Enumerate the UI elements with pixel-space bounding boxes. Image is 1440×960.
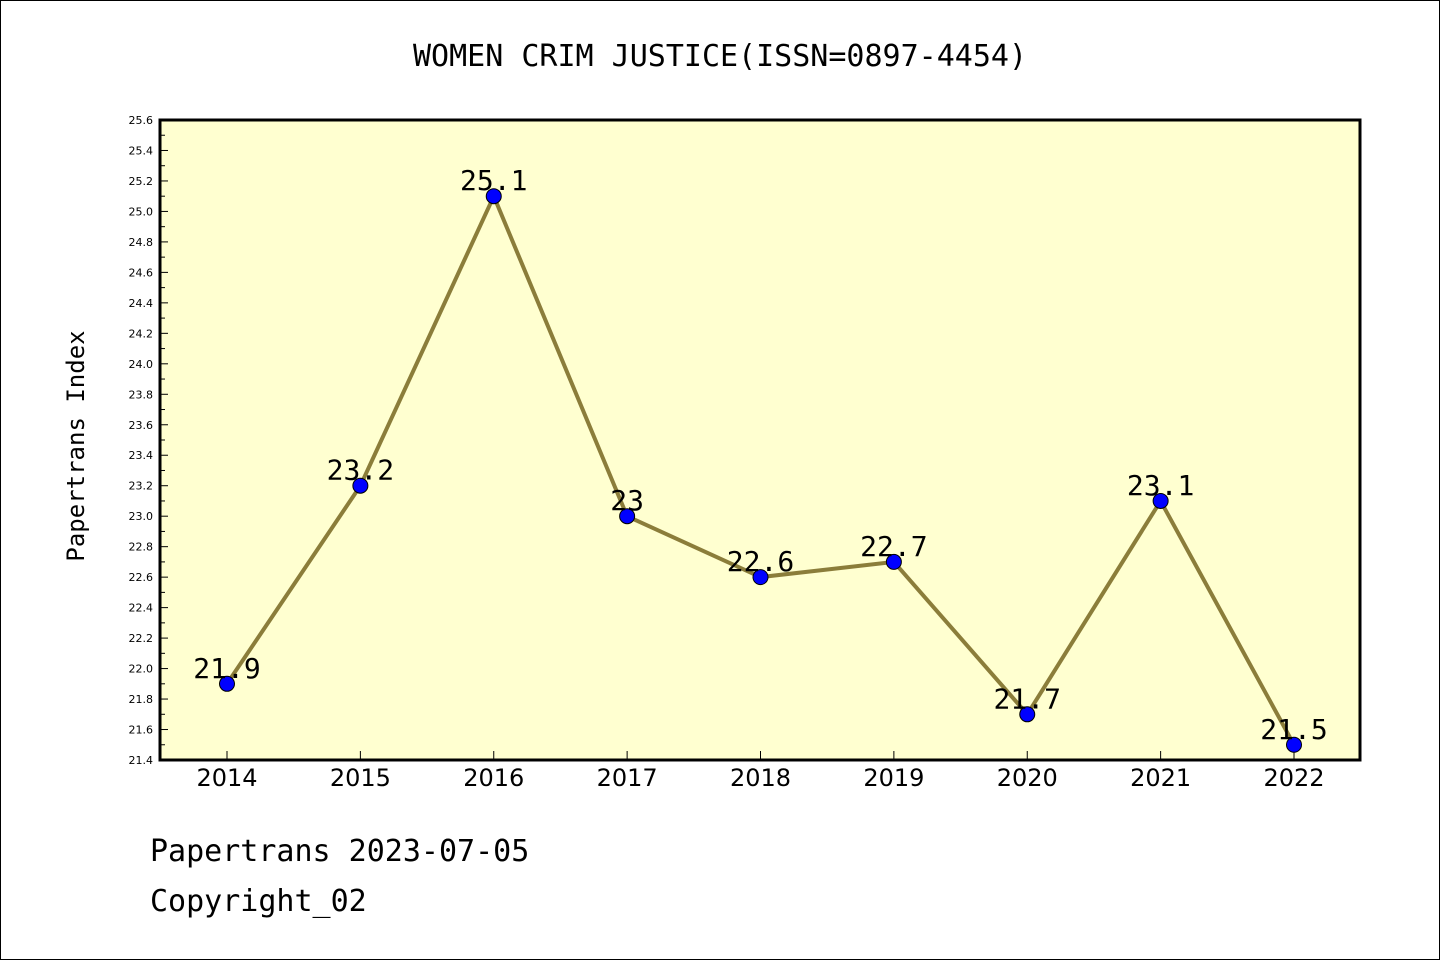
y-tick-label: 24.4 [129,297,154,310]
data-point [885,553,902,570]
x-tick-label: 2021 [1130,764,1191,792]
data-point [1286,736,1302,753]
y-tick-label: 24.8 [129,236,154,249]
data-label: 21.9 [193,652,260,685]
footer-date: Papertrans 2023-07-05 [150,834,530,869]
x-tick-label: 2020 [997,764,1058,792]
y-tick-label: 23.6 [129,419,154,432]
x-axis: 2014 2015 2016 2017 2018 2019 2020 2021 2022 [196,751,1325,792]
y-tick-label: 22.0 [129,663,154,676]
data-point [1019,706,1036,723]
footer-copyright: Copyright_02 [150,884,367,919]
data-point [352,477,369,494]
y-axis: 21.4 21.6 21.8 22.0 22.2 22.4 22.6 22.8 23.0 23.2… [129,114,168,767]
y-tick-label: 23.4 [129,449,154,462]
y-axis-label: Papertrans Index [62,330,90,561]
x-tick-label: 2022 [1263,764,1324,792]
data-label: 22.6 [727,545,794,578]
data-label: 22.7 [860,530,927,563]
y-tick-label: 22.6 [129,571,154,584]
plot-area [158,118,1362,762]
data-point [485,188,502,205]
data-point [1152,492,1169,509]
y-tick-label: 22.2 [129,632,154,645]
data-label: 21.5 [1260,713,1327,746]
data-point [619,508,636,525]
x-tick-label: 2015 [330,764,391,792]
y-tick-label: 24.6 [129,266,154,279]
data-labels: 21.9 23.2 25.1 23 22.6 22.7 21.7 23.1 21.5 [193,164,1327,746]
data-label: 25.1 [460,164,527,197]
data-point [219,675,235,692]
y-tick-label: 22.4 [129,602,154,615]
data-label: 23 [610,484,644,517]
data-label: 23.1 [1127,469,1194,502]
y-tick-label: 23.8 [129,388,154,401]
data-points [219,188,1302,753]
y-tick-label: 25.0 [129,205,154,218]
x-tick-label: 2016 [463,764,524,792]
y-tick-label: 23.2 [129,480,154,493]
x-tick-label: 2018 [730,764,791,792]
data-label: 21.7 [994,682,1061,715]
data-point [752,569,769,586]
y-tick-label: 25.4 [129,144,154,157]
x-tick-label: 2014 [196,764,257,792]
y-tick-label: 22.8 [129,541,154,554]
y-tick-label: 21.4 [129,754,154,767]
chart-title: WOMEN CRIM JUSTICE(ISSN=0897-4454) [413,39,1027,74]
y-tick-label: 21.6 [129,724,154,737]
y-tick-label: 24.0 [129,358,154,371]
y-tick-label: 24.2 [129,327,154,340]
x-tick-label: 2019 [863,764,924,792]
y-tick-label: 25.6 [129,114,154,127]
y-tick-label: 21.8 [129,693,154,706]
data-label: 23.2 [327,454,394,487]
y-tick-label: 25.2 [129,175,154,188]
x-tick-label: 2017 [597,764,658,792]
y-tick-label: 23.0 [129,510,154,523]
